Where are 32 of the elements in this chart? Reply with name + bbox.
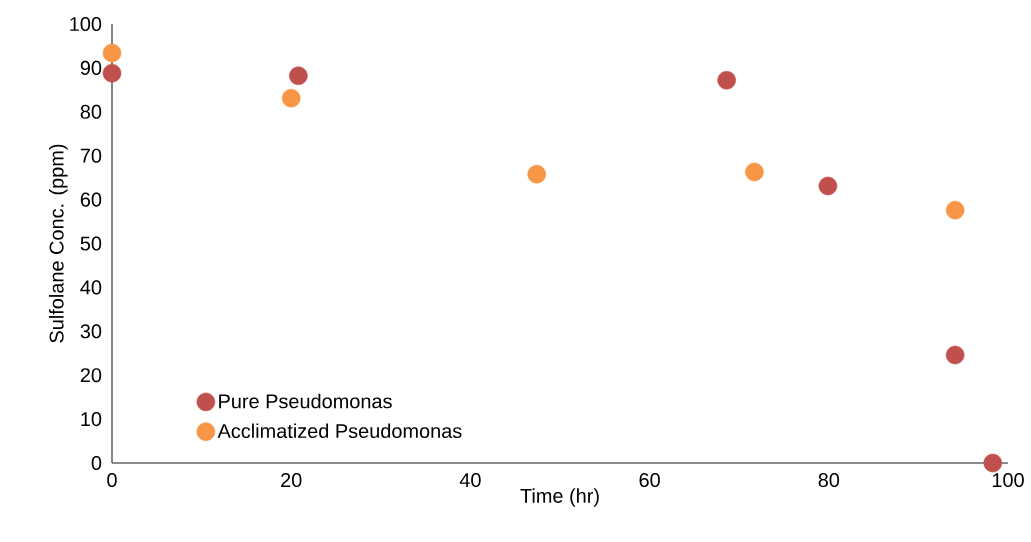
y-tick-label: 90 bbox=[80, 60, 102, 75]
point bbox=[102, 43, 122, 63]
x-tick-label: 100 bbox=[992, 473, 1024, 488]
y-tick-label: 20 bbox=[80, 368, 102, 383]
y-tick-label: 100 bbox=[70, 16, 102, 32]
x-tick-label: 80 bbox=[818, 473, 840, 488]
point bbox=[102, 63, 122, 83]
y-tick-label: 80 bbox=[80, 104, 102, 119]
legend-label: Pure Pseudomonas bbox=[219, 393, 392, 409]
y-tick-label: 60 bbox=[80, 192, 102, 207]
x-tick-label: 20 bbox=[281, 473, 302, 488]
point bbox=[281, 88, 301, 108]
y-tick-label: 30 bbox=[80, 324, 102, 339]
y-axis-title: Sulfolane Conc. (ppm) bbox=[49, 144, 68, 343]
x-axis-title: Time (hr) bbox=[520, 488, 599, 507]
x-tick-label: 60 bbox=[639, 473, 660, 488]
x-tick-label: 0 bbox=[107, 473, 117, 488]
point bbox=[745, 162, 764, 182]
legend-label: Acclimatized Pseudomonas bbox=[217, 423, 462, 439]
y-tick-label: 10 bbox=[81, 412, 102, 427]
y-tick-label: 70 bbox=[80, 148, 102, 163]
y-tick-label: 40 bbox=[80, 280, 102, 295]
point bbox=[289, 66, 308, 86]
point bbox=[717, 70, 736, 90]
y-tick-label: 0 bbox=[91, 455, 102, 471]
point bbox=[945, 200, 965, 220]
y-tick-label: 50 bbox=[80, 236, 102, 251]
point bbox=[945, 345, 965, 365]
point bbox=[983, 453, 1003, 473]
point bbox=[818, 176, 838, 196]
point bbox=[527, 164, 546, 184]
x-tick-label: 40 bbox=[459, 473, 481, 488]
